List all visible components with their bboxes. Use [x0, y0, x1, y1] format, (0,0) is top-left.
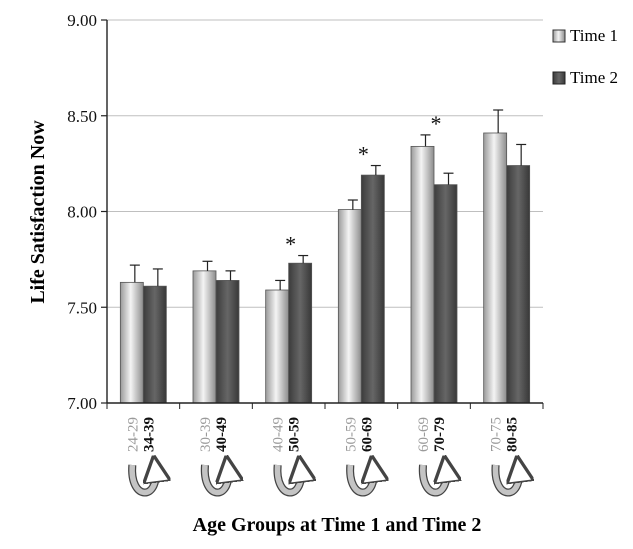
transition-arrow — [202, 465, 229, 496]
bar-time2 — [215, 280, 240, 404]
bar-time1 — [337, 209, 362, 404]
significance-marker: * — [358, 142, 369, 167]
y-tick-label: 7.50 — [67, 298, 97, 317]
y-tick-label: 8.00 — [67, 203, 97, 222]
x-label-time2: 40-49 — [214, 417, 230, 452]
x-label-time2: 60-69 — [359, 417, 375, 452]
x-label-time1: 30-39 — [198, 417, 214, 452]
bar-time2 — [360, 174, 385, 404]
bar-time1 — [483, 132, 508, 404]
significance-marker: * — [285, 232, 296, 257]
y-tick-label: 8.50 — [67, 107, 97, 126]
x-category-labels: 24-29 34-39 30-39 40-49 40-49 50-59 50-59 60-69… — [125, 417, 521, 497]
bar-time2 — [288, 262, 313, 404]
bar-time2 — [506, 165, 531, 404]
bar-time2 — [142, 285, 167, 404]
transition-arrow — [420, 465, 447, 496]
bar-time1 — [410, 145, 435, 404]
bar-time1 — [119, 281, 144, 404]
x-axis-label: Age Groups at Time 1 and Time 2 — [193, 514, 482, 536]
x-label-time1: 60-69 — [416, 417, 432, 452]
x-label-time1: 50-59 — [343, 417, 359, 452]
transition-arrow — [347, 465, 374, 496]
gridlines — [107, 19, 543, 308]
x-label-time1: 40-49 — [271, 417, 287, 452]
bars: * * * — [119, 109, 531, 404]
y-tick-labels: 7.00 7.50 8.00 8.50 9.00 — [67, 11, 97, 413]
legend: Time 1 Time 2 — [552, 26, 618, 87]
legend-label-time2: Time 2 — [570, 68, 618, 87]
transition-arrow — [129, 465, 156, 496]
significance-marker: * — [431, 111, 442, 136]
legend-swatch-time2 — [552, 71, 566, 85]
bar-time1 — [192, 270, 217, 404]
bar-time2 — [433, 184, 458, 404]
axes — [101, 19, 544, 409]
legend-swatch-time1 — [552, 29, 566, 43]
y-tick-label: 9.00 — [67, 11, 97, 30]
x-label-time1: 70-75 — [489, 417, 505, 452]
x-label-time1: 24-29 — [125, 417, 141, 452]
x-label-time2: 50-59 — [287, 417, 303, 452]
bar-time1 — [265, 289, 290, 404]
legend-label-time1: Time 1 — [570, 26, 618, 45]
x-label-time2: 34-39 — [141, 417, 157, 452]
y-tick-label: 7.00 — [67, 394, 97, 413]
x-label-time2: 70-79 — [432, 417, 448, 452]
y-axis-label: Life Satisfaction Now — [27, 120, 49, 304]
transition-arrow — [492, 465, 519, 496]
transition-arrow — [274, 465, 301, 496]
x-label-time2: 80-85 — [505, 417, 521, 452]
